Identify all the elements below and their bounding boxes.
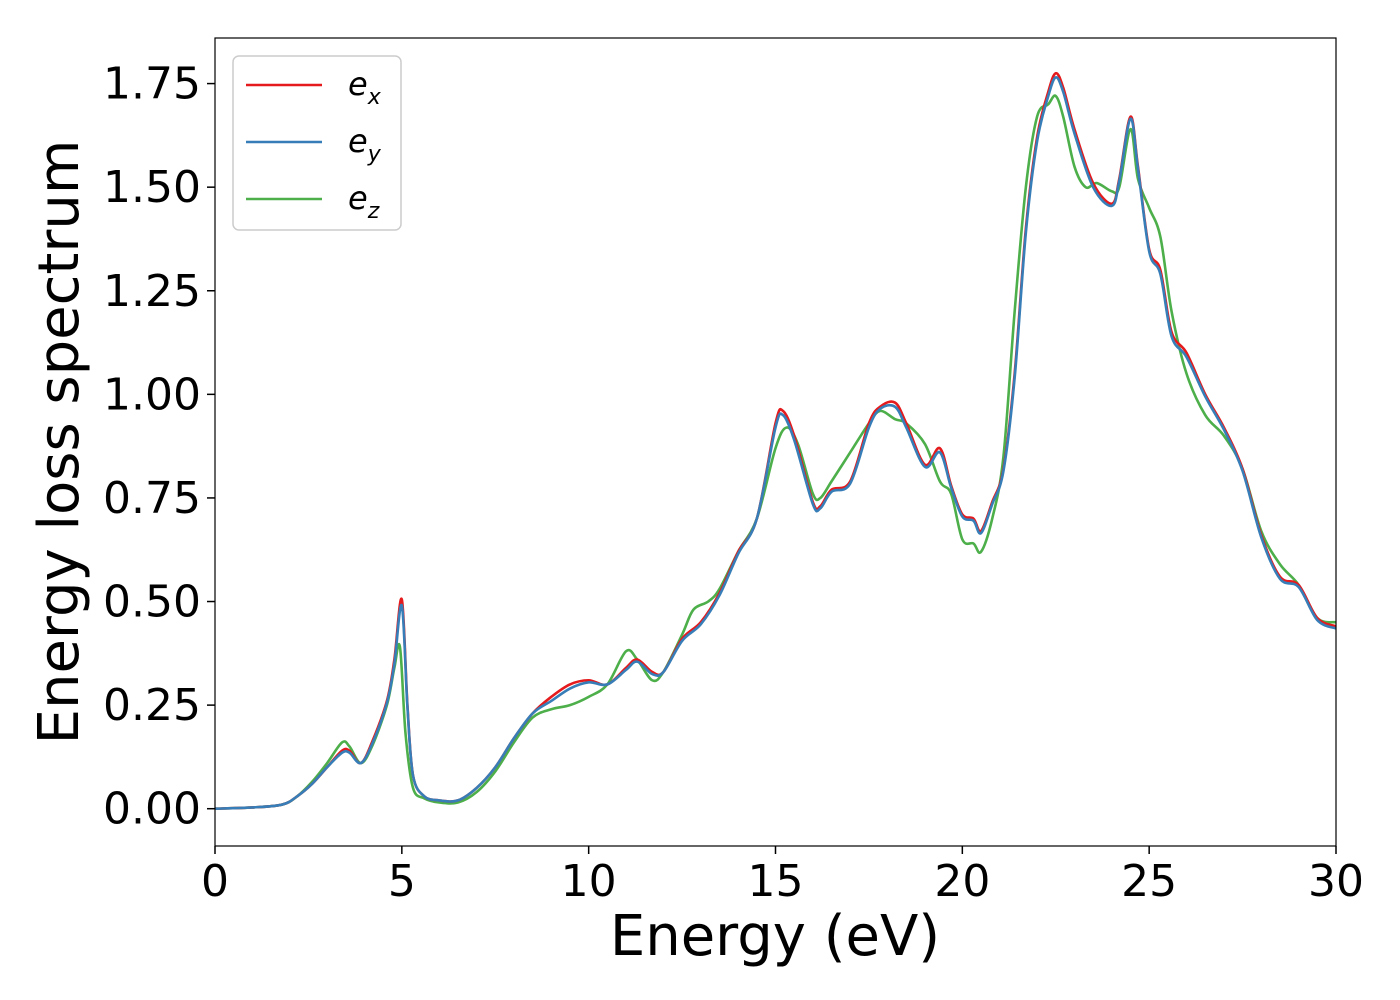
y-axis: 0.00 0.25 0.50 0.75 1.00 1.25 1.50 1.75 xyxy=(103,59,215,835)
series-layer xyxy=(214,71,1337,811)
x-tick-label: 30 xyxy=(1308,856,1364,907)
y-tick-label: 0.50 xyxy=(103,577,201,628)
x-tick-label: 15 xyxy=(748,856,804,907)
y-tick-label: 1.75 xyxy=(103,59,201,110)
x-axis-label: Energy (eV) xyxy=(610,904,940,969)
y-tick-label: 0.25 xyxy=(103,680,201,731)
y-tick-label: 0.00 xyxy=(103,784,201,835)
series-line-z xyxy=(214,94,1337,811)
legend-label-x: ex xyxy=(348,65,382,110)
y-tick-label: 1.00 xyxy=(103,369,201,420)
x-tick-label: 10 xyxy=(561,856,617,907)
legend: ex ey ez xyxy=(232,55,402,231)
x-axis: 0 5 10 15 20 25 30 xyxy=(201,846,1364,907)
legend-label-y: ey xyxy=(348,122,382,167)
y-tick-label: 1.25 xyxy=(103,266,201,317)
x-tick-label: 0 xyxy=(201,856,229,907)
y-tick-label: 1.50 xyxy=(103,162,201,213)
y-tick-label: 0.75 xyxy=(103,473,201,524)
x-tick-label: 5 xyxy=(388,856,416,907)
plot-background xyxy=(215,38,1336,846)
y-axis-label: Energy loss spectrum xyxy=(27,140,92,745)
x-tick-label: 25 xyxy=(1121,856,1177,907)
x-tick-label: 20 xyxy=(934,856,990,907)
legend-label-z: ez xyxy=(348,179,380,224)
series-line-y xyxy=(214,76,1337,811)
